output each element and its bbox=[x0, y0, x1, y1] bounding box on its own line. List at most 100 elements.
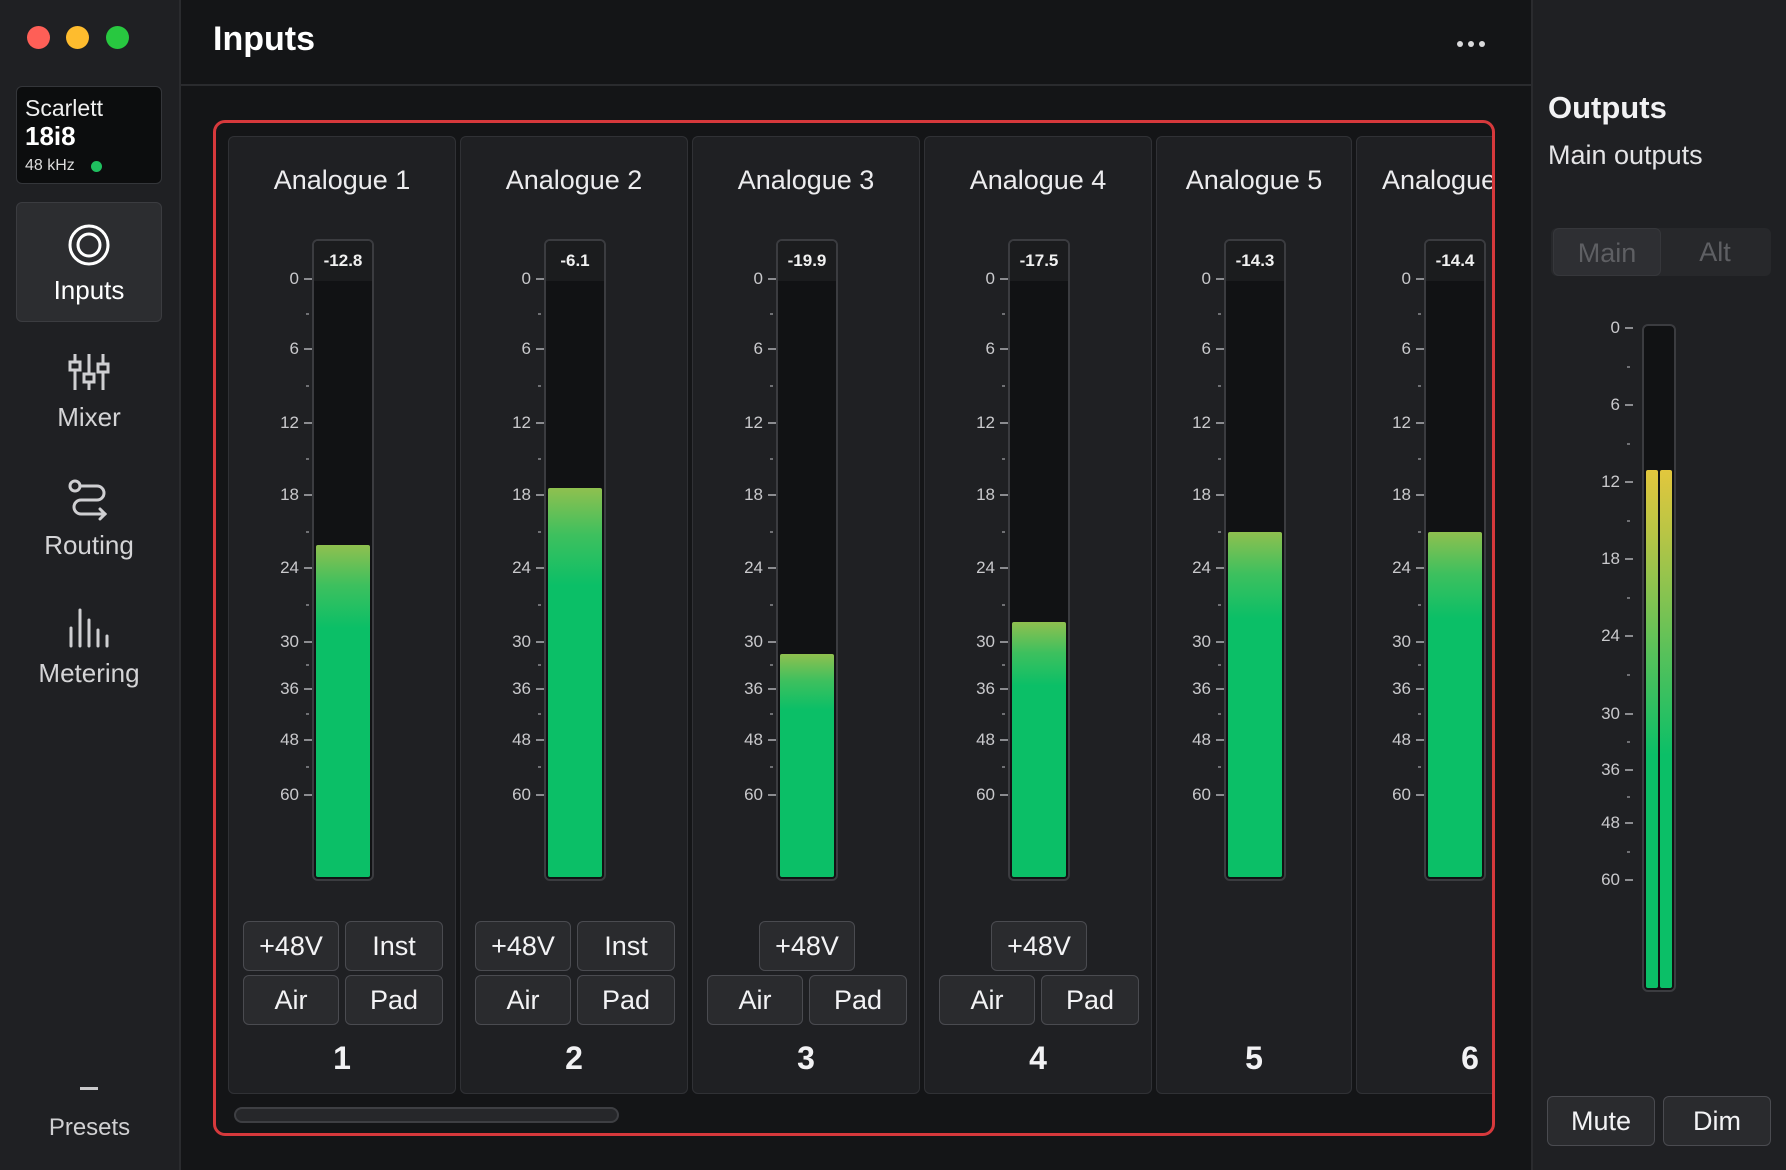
scale-minor-tick bbox=[1218, 766, 1221, 769]
scale-tick-label: 48 bbox=[512, 729, 531, 749]
scale-tick-label: 48 bbox=[744, 729, 763, 749]
input-level-meter: -19.9 bbox=[776, 239, 838, 881]
scale-tick-label: 12 bbox=[1392, 412, 1411, 432]
sidebar-item-routing[interactable]: Routing bbox=[16, 458, 162, 578]
scale-tick-label: 24 bbox=[512, 558, 531, 578]
scale-tick-label: 6 bbox=[985, 339, 995, 359]
input-level-meter: -14.3 bbox=[1224, 239, 1286, 881]
input-level-meter: -6.1 bbox=[544, 239, 606, 881]
48v-button[interactable]: +48V bbox=[759, 921, 855, 971]
scale-minor-tick bbox=[306, 766, 309, 769]
scale-tick bbox=[304, 640, 312, 643]
scale-minor-tick bbox=[306, 713, 309, 716]
scale-tick bbox=[304, 567, 312, 570]
sidebar-item-mixer[interactable]: Mixer bbox=[16, 330, 162, 450]
scale-minor-tick bbox=[1418, 664, 1421, 667]
outputs-title: Outputs bbox=[1548, 90, 1667, 125]
scale-tick-label: 36 bbox=[1392, 679, 1411, 699]
alt-output-tab[interactable]: Alt bbox=[1699, 237, 1731, 267]
sidebar-item-label: Metering bbox=[38, 658, 140, 688]
pad-button[interactable]: Pad bbox=[809, 975, 907, 1025]
scale-tick bbox=[1625, 327, 1633, 329]
inst-button[interactable]: Inst bbox=[577, 921, 675, 971]
device-name: Scarlett bbox=[25, 95, 103, 121]
scale-minor-tick bbox=[770, 457, 773, 460]
scale-tick-label: 60 bbox=[976, 784, 995, 804]
scale-minor-tick bbox=[1627, 850, 1630, 853]
air-button[interactable]: Air bbox=[939, 975, 1035, 1025]
input-number: 5 bbox=[1245, 1040, 1263, 1076]
scale-tick-label: 12 bbox=[512, 412, 531, 432]
scale-tick-label: 0 bbox=[521, 269, 531, 289]
sidebar-item-metering[interactable]: Metering bbox=[16, 586, 162, 706]
scale-tick bbox=[1216, 738, 1224, 741]
input-strips: Analogue 1 0 6 12 18 24 30 36 48 60 -12.8 +48V Inst A… bbox=[228, 136, 1492, 1096]
scale-tick bbox=[536, 793, 544, 796]
scale-minor-tick bbox=[1002, 385, 1005, 388]
main-output-tab[interactable]: Main bbox=[1553, 228, 1661, 276]
48v-button[interactable]: +48V bbox=[475, 921, 571, 971]
scale-tick bbox=[536, 494, 544, 497]
scale-tick bbox=[304, 421, 312, 424]
48v-button[interactable]: +48V bbox=[243, 921, 339, 971]
more-horizontal-icon[interactable] bbox=[1457, 34, 1493, 48]
air-button[interactable]: Air bbox=[475, 975, 571, 1025]
scale-minor-tick bbox=[1218, 603, 1221, 606]
scale-tick-label: 30 bbox=[1192, 631, 1211, 651]
scale-tick bbox=[536, 421, 544, 424]
pad-button[interactable]: Pad bbox=[345, 975, 443, 1025]
scale-tick-label: 6 bbox=[1610, 395, 1620, 415]
scale-tick-label: 18 bbox=[1601, 549, 1620, 569]
scale-tick bbox=[1625, 822, 1633, 825]
scale-minor-tick bbox=[1218, 664, 1221, 667]
scale-tick-label: 48 bbox=[1392, 729, 1411, 749]
horizontal-scrollbar[interactable] bbox=[234, 1107, 619, 1123]
scale-tick bbox=[1625, 712, 1633, 715]
48v-button[interactable]: +48V bbox=[991, 921, 1087, 971]
input-title: Analogue 4 bbox=[969, 165, 1107, 195]
scale-minor-tick bbox=[1418, 385, 1421, 388]
zoom-window-button[interactable] bbox=[106, 26, 129, 49]
close-window-button[interactable] bbox=[27, 26, 50, 49]
scale-tick bbox=[304, 738, 312, 741]
peak-readout: -12.8 bbox=[314, 241, 372, 281]
scale-minor-tick bbox=[306, 457, 309, 460]
scale-tick-label: 48 bbox=[1601, 813, 1620, 833]
scale-tick-label: 60 bbox=[512, 784, 531, 804]
scale-tick-label: 36 bbox=[1192, 679, 1211, 699]
input-title: Analogue 3 bbox=[737, 165, 875, 195]
input-level-meter: -17.5 bbox=[1008, 239, 1070, 881]
scale-tick bbox=[1216, 278, 1224, 281]
pad-button[interactable]: Pad bbox=[1041, 975, 1139, 1025]
dim-button[interactable]: Dim bbox=[1663, 1096, 1771, 1146]
scale-minor-tick bbox=[1002, 313, 1005, 316]
output-meter-left-fill bbox=[1646, 470, 1658, 988]
sidebar-item-inputs[interactable]: Inputs bbox=[16, 202, 162, 322]
device-card[interactable]: Scarlett 18i8 48 kHz bbox=[16, 86, 162, 184]
scale-tick bbox=[536, 567, 544, 570]
scale-tick bbox=[768, 421, 776, 424]
sidebar-item-label: Inputs bbox=[53, 275, 125, 305]
scale-tick bbox=[1000, 567, 1008, 570]
peak-readout: -6.1 bbox=[546, 241, 604, 281]
inst-button[interactable]: Inst bbox=[345, 921, 443, 971]
pad-button[interactable]: Pad bbox=[577, 975, 675, 1025]
sample-rate: 48 kHz bbox=[25, 157, 75, 174]
air-button[interactable]: Air bbox=[243, 975, 339, 1025]
presets-icon[interactable] bbox=[80, 1087, 98, 1090]
input-title: Analogue 2 bbox=[505, 165, 643, 195]
scale-minor-tick bbox=[1418, 457, 1421, 460]
minimize-window-button[interactable] bbox=[66, 26, 89, 49]
mute-button[interactable]: Mute bbox=[1547, 1096, 1655, 1146]
scale-tick bbox=[536, 688, 544, 691]
scale-tick bbox=[1000, 738, 1008, 741]
scale-tick-label: 0 bbox=[1610, 318, 1620, 337]
scale-minor-tick bbox=[1418, 766, 1421, 769]
meter-scale: 0 6 12 18 24 30 36 48 60 bbox=[964, 239, 1008, 881]
input-number: 3 bbox=[797, 1040, 815, 1076]
presets-button[interactable]: Presets bbox=[48, 1114, 131, 1141]
air-button[interactable]: Air bbox=[707, 975, 803, 1025]
scale-tick-label: 60 bbox=[744, 784, 763, 804]
scale-tick bbox=[768, 688, 776, 691]
